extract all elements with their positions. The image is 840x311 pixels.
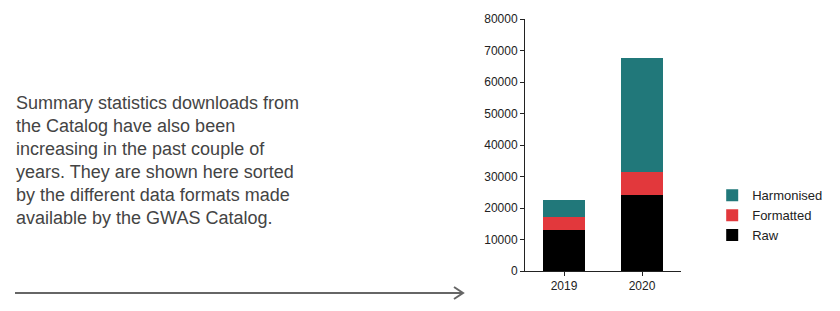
svg-text:80000: 80000: [484, 12, 518, 26]
svg-text:Formatted: Formatted: [752, 208, 811, 223]
svg-text:50000: 50000: [484, 107, 518, 121]
html-text:the Catalog have also been: the Catalog have also been: [16, 116, 236, 136]
html-text:years. They are shown here sor: years. They are shown here sorted: [16, 162, 294, 182]
svg-text:20000: 20000: [484, 201, 518, 215]
svg-text:40000: 40000: [484, 138, 518, 152]
html-text:increasing in the past couple: increasing in the past couple of: [16, 139, 265, 159]
html-text:available by the GWAS Catalog.: available by the GWAS Catalog.: [16, 208, 273, 228]
svg-text:70000: 70000: [484, 44, 518, 58]
svg-text:0: 0: [511, 264, 518, 278]
svg-text:Raw: Raw: [752, 228, 779, 243]
svg-text:Harmonised: Harmonised: [752, 188, 822, 203]
html-text:by the different data formats: by the different data formats made: [16, 185, 290, 205]
svg-text:30000: 30000: [484, 170, 518, 184]
svg-text:2020: 2020: [629, 279, 656, 293]
svg-text:10000: 10000: [484, 233, 518, 247]
html-text:Summary statistics downloads f: Summary statistics downloads from: [16, 93, 300, 113]
svg-text:2019: 2019: [551, 279, 578, 293]
svg-text:60000: 60000: [484, 75, 518, 89]
